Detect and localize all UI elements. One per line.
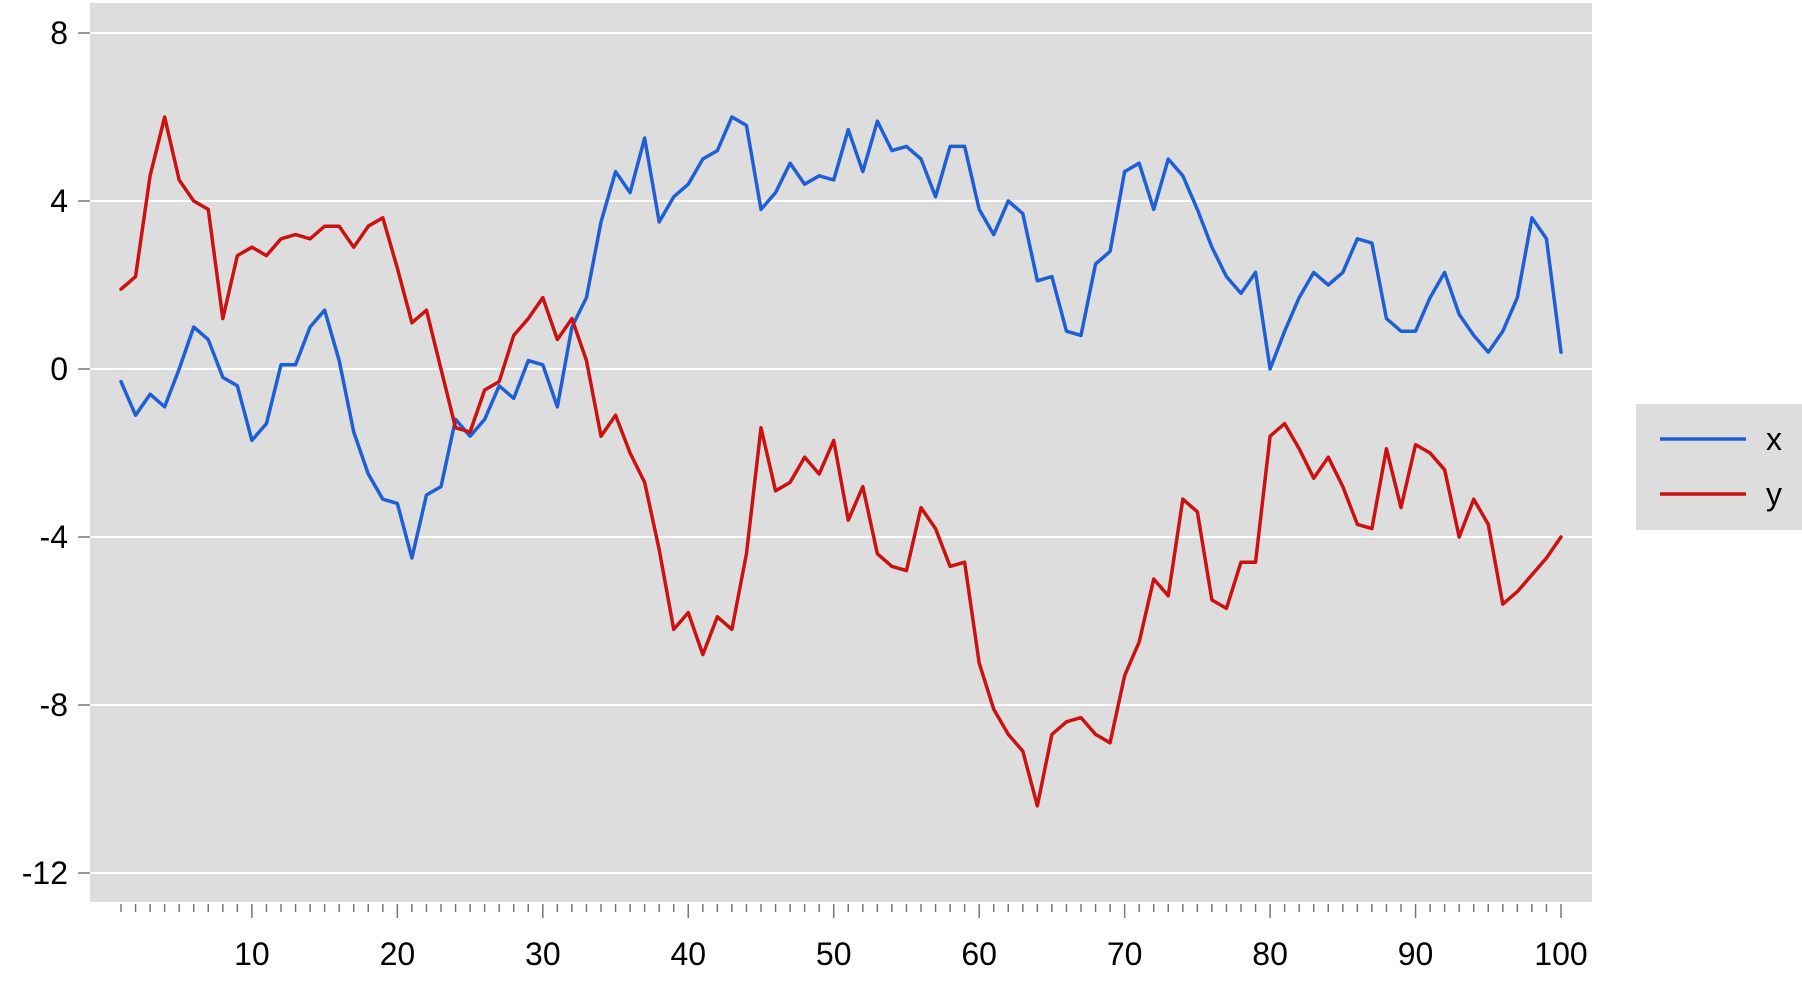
y-tick-label-2: 0 [50,351,68,387]
y-tick-label-5: -12 [22,855,68,891]
x-tick-label-6: 70 [1107,936,1143,972]
series-line-y [119,115,1563,808]
plot-area [90,3,1592,902]
legend-label-y: y [1766,476,1782,512]
x-tick-label-4: 50 [816,936,852,972]
x-tick-label-1: 20 [380,936,416,972]
y-tick-label-3: -4 [40,519,68,555]
x-tick-label-9: 100 [1534,936,1587,972]
legend-label-x: x [1766,421,1782,457]
legend: x y [1636,404,1802,530]
y-tick-label-1: 4 [50,183,68,219]
x-tick-label-3: 40 [670,936,706,972]
x-tick-label-0: 10 [234,936,270,972]
y-tick-label-0: 8 [50,15,68,51]
x-tick-label-5: 60 [961,936,997,972]
x-axis: 10 20 30 40 50 60 70 80 90 100 [120,904,1588,972]
x-tick-label-7: 80 [1252,936,1288,972]
legend-box [1636,404,1802,530]
series-lines [119,115,1563,808]
x-tick-label-8: 90 [1398,936,1434,972]
x-tick-label-2: 30 [525,936,561,972]
series-line-x [119,115,1563,560]
y-tick-label-4: -8 [40,687,68,723]
y-axis: 8 4 0 -4 -8 -12 [22,15,90,891]
